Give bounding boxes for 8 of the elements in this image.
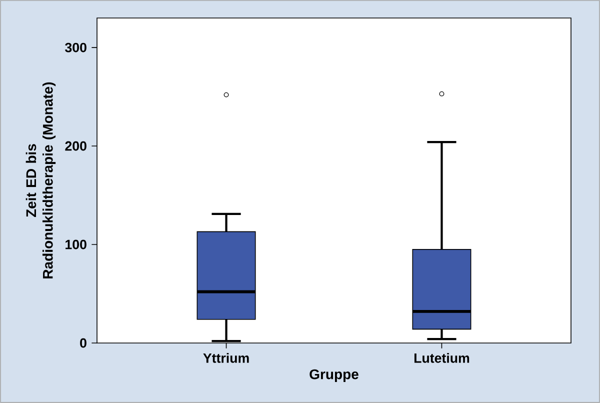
- y-axis-title: Zeit ED bis Radionuklidtherapie (Monate): [26, 82, 56, 278]
- y-tick-label: 300: [65, 42, 86, 52]
- y-tick-label: 0: [80, 338, 86, 348]
- x-axis-title: Gruppe: [310, 369, 358, 382]
- y-tick-label: 100: [66, 240, 86, 250]
- x-tick-label: Yttrium: [203, 353, 249, 363]
- y-tick-label: 200: [65, 141, 86, 151]
- x-tick-label: Lutetium: [414, 353, 470, 363]
